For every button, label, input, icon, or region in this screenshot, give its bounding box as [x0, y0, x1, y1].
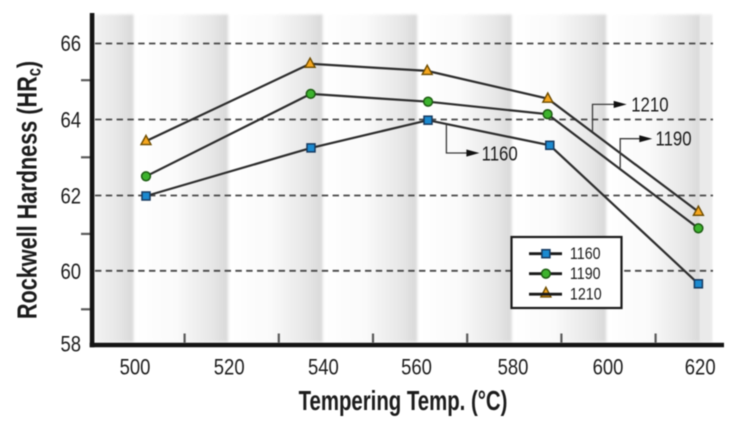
svg-text:540: 540	[308, 356, 339, 380]
svg-text:620: 620	[685, 356, 716, 380]
svg-text:560: 560	[401, 356, 432, 380]
svg-text:60: 60	[60, 260, 81, 284]
svg-text:600: 600	[593, 356, 624, 380]
svg-text:500: 500	[120, 356, 151, 380]
svg-text:62: 62	[60, 185, 81, 209]
svg-text:Tempering Temp. (°C): Tempering Temp. (°C)	[299, 386, 508, 417]
svg-text:1190: 1190	[570, 265, 601, 283]
svg-text:66: 66	[60, 33, 81, 57]
svg-text:1210: 1210	[570, 285, 602, 303]
svg-text:1160: 1160	[570, 245, 601, 263]
svg-text:580: 580	[498, 356, 529, 380]
svg-text:64: 64	[60, 109, 81, 133]
svg-text:Rockwell Hardness (HRc): Rockwell Hardness (HRc)	[12, 61, 45, 319]
svg-text:1160: 1160	[482, 142, 518, 165]
svg-text:1190: 1190	[656, 127, 692, 150]
svg-text:1210: 1210	[631, 93, 668, 116]
svg-text:520: 520	[214, 356, 245, 380]
svg-text:58: 58	[60, 333, 81, 357]
